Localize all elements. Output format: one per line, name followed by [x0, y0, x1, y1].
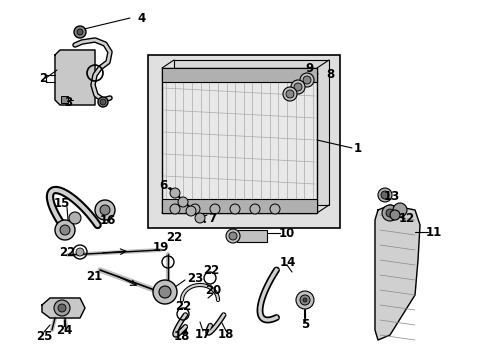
Text: 24: 24	[56, 324, 72, 337]
Circle shape	[98, 97, 108, 107]
Polygon shape	[374, 205, 419, 340]
Circle shape	[209, 204, 220, 214]
Circle shape	[185, 206, 196, 216]
Circle shape	[60, 225, 70, 235]
Text: 3: 3	[64, 95, 72, 108]
Circle shape	[381, 205, 397, 221]
Text: 1: 1	[353, 141, 361, 154]
Polygon shape	[55, 50, 95, 105]
Text: 17: 17	[195, 328, 211, 342]
Circle shape	[170, 204, 180, 214]
Text: 22: 22	[165, 230, 182, 243]
Bar	[162, 68, 316, 82]
Circle shape	[229, 204, 240, 214]
Text: 14: 14	[279, 256, 296, 269]
Circle shape	[100, 205, 110, 215]
Text: 10: 10	[278, 226, 295, 239]
Circle shape	[290, 80, 305, 94]
Circle shape	[170, 188, 180, 198]
Bar	[162, 199, 316, 213]
Text: 8: 8	[325, 68, 333, 81]
Bar	[174, 60, 328, 205]
Text: 18: 18	[173, 330, 190, 343]
Bar	[61, 96, 68, 103]
Circle shape	[159, 286, 171, 298]
Circle shape	[380, 191, 388, 199]
Text: 7: 7	[207, 212, 216, 225]
Circle shape	[225, 229, 240, 243]
Circle shape	[269, 204, 280, 214]
Text: 21: 21	[86, 270, 102, 284]
Text: 12: 12	[398, 212, 414, 225]
Circle shape	[77, 29, 83, 35]
Circle shape	[100, 99, 106, 105]
Circle shape	[389, 210, 399, 220]
Circle shape	[195, 213, 204, 223]
Circle shape	[303, 298, 306, 302]
Text: 19: 19	[153, 240, 169, 253]
Circle shape	[76, 248, 84, 256]
Circle shape	[55, 220, 75, 240]
Text: 11: 11	[425, 225, 441, 239]
Text: 23: 23	[186, 271, 203, 284]
Text: 25: 25	[36, 329, 52, 342]
Circle shape	[228, 232, 237, 240]
Text: 22: 22	[175, 300, 191, 312]
Text: 13: 13	[383, 189, 399, 202]
Circle shape	[95, 200, 115, 220]
Circle shape	[69, 212, 81, 224]
Text: 16: 16	[100, 213, 116, 226]
Circle shape	[283, 87, 296, 101]
Circle shape	[392, 203, 406, 217]
Circle shape	[293, 83, 302, 91]
Text: 22: 22	[59, 246, 75, 258]
Circle shape	[178, 197, 187, 207]
Circle shape	[190, 204, 200, 214]
Circle shape	[153, 280, 177, 304]
Circle shape	[295, 291, 313, 309]
Text: 20: 20	[204, 284, 221, 297]
Circle shape	[303, 76, 310, 84]
Polygon shape	[42, 298, 85, 318]
Circle shape	[54, 300, 70, 316]
Circle shape	[377, 188, 391, 202]
Circle shape	[285, 90, 293, 98]
Bar	[148, 55, 339, 228]
Circle shape	[385, 209, 393, 217]
Text: 15: 15	[54, 197, 70, 210]
Bar	[162, 68, 316, 213]
Text: 18: 18	[217, 328, 234, 342]
Text: 22: 22	[203, 265, 219, 278]
Circle shape	[74, 26, 86, 38]
Circle shape	[299, 295, 309, 305]
Circle shape	[299, 73, 313, 87]
Circle shape	[249, 204, 260, 214]
Text: 9: 9	[305, 62, 313, 75]
Circle shape	[58, 304, 66, 312]
Text: 5: 5	[300, 319, 308, 332]
Text: 4: 4	[138, 12, 146, 24]
Text: 6: 6	[159, 179, 167, 192]
Bar	[237, 230, 266, 242]
Text: 2: 2	[39, 72, 47, 85]
